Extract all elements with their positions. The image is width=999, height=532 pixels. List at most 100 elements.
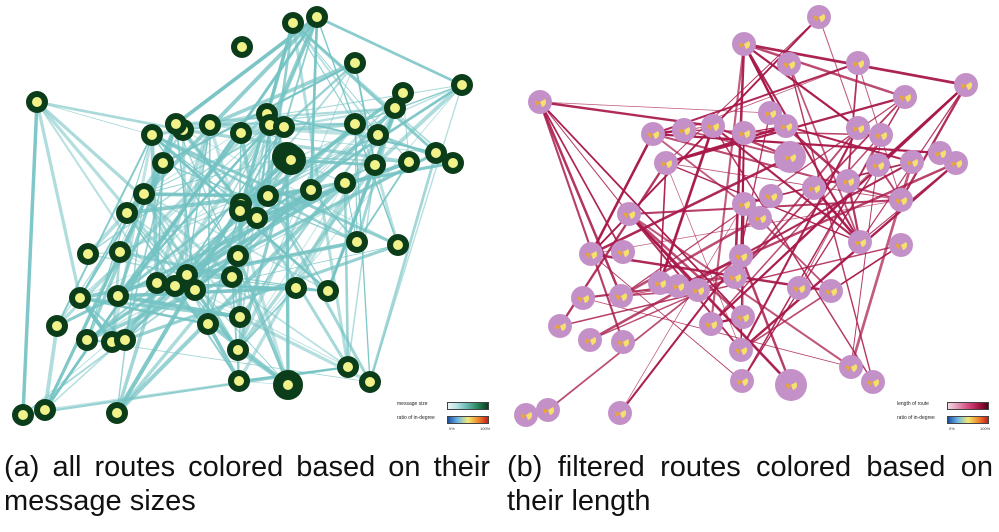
- route-edge: [256, 84, 463, 219]
- route-edge: [712, 125, 861, 243]
- router-node: [451, 74, 473, 96]
- route-edge: [316, 15, 463, 87]
- legend-b-length-gradient: [947, 402, 989, 410]
- router-node: [230, 122, 252, 144]
- router-node: [732, 192, 756, 216]
- legend-b-ratio-gradient: [947, 416, 989, 424]
- router-node: [152, 152, 174, 174]
- router-node: [528, 90, 552, 114]
- route-edge: [665, 124, 787, 165]
- router-node: [848, 230, 872, 254]
- route-edge: [743, 42, 906, 99]
- router-node: [46, 315, 68, 337]
- router-node: [398, 151, 420, 173]
- route-edge: [86, 339, 371, 383]
- caption-a: (a) all routes colored based on their me…: [4, 451, 490, 517]
- route-edge: [743, 43, 859, 129]
- router-node: [731, 305, 755, 329]
- router-node: [608, 401, 632, 425]
- legend-b: length of route ratio of in-degree 0% 10…: [897, 400, 991, 436]
- route-edge: [373, 164, 400, 246]
- router-node: [334, 172, 356, 194]
- route-edge: [665, 162, 742, 351]
- route-edge: [292, 22, 356, 125]
- route-edge: [237, 182, 346, 351]
- router-node: [514, 403, 538, 427]
- router-node: [611, 330, 635, 354]
- route-edge: [79, 164, 376, 299]
- router-node: [227, 339, 249, 361]
- route-edge: [43, 325, 59, 411]
- route-edge: [652, 132, 902, 202]
- route-edge: [589, 133, 655, 255]
- router-node: [723, 265, 747, 289]
- router-node: [861, 370, 885, 394]
- router-node: [76, 329, 98, 351]
- route-edge: [44, 217, 258, 411]
- router-node: [184, 279, 206, 301]
- route-edge: [710, 84, 967, 325]
- router-node: [442, 152, 464, 174]
- router-node: [758, 101, 782, 125]
- router-node: [777, 52, 801, 76]
- router-node: [866, 153, 890, 177]
- route-edge: [126, 212, 240, 382]
- router-node: [774, 114, 798, 138]
- route-edge: [290, 84, 463, 161]
- route-edge: [240, 126, 285, 205]
- route-edge: [237, 84, 463, 351]
- route-edge: [143, 156, 288, 195]
- router-node: [611, 240, 635, 264]
- legend-a-ratio-gradient: [447, 416, 489, 424]
- router-node: [257, 185, 279, 207]
- router-node: [839, 355, 863, 379]
- router-node: [536, 398, 560, 422]
- router-node: [199, 114, 221, 136]
- router-node: [346, 231, 368, 253]
- router-node: [802, 176, 826, 200]
- route-edge: [115, 202, 243, 415]
- router-node: [759, 184, 783, 208]
- router-node: [641, 122, 665, 146]
- router-node: [944, 151, 968, 175]
- router-node: [69, 287, 91, 309]
- route-edge: [734, 127, 859, 278]
- legend-b-tick-max: 100%: [980, 426, 991, 431]
- router-node: [748, 206, 772, 230]
- router-node: [846, 116, 870, 140]
- router-node: [732, 121, 756, 145]
- route-edge: [590, 155, 791, 256]
- router-node: [787, 276, 811, 300]
- route-edge: [35, 100, 197, 292]
- route-edge: [237, 62, 356, 351]
- route-edge: [110, 122, 357, 344]
- router-node: [12, 404, 34, 426]
- route-edge: [683, 129, 791, 158]
- route-edge: [369, 84, 463, 383]
- router-node: [317, 280, 339, 302]
- router-node: [774, 141, 806, 173]
- router-node: [836, 169, 860, 193]
- route-edge: [740, 127, 859, 351]
- legend-b-tick-min: 0%: [949, 426, 955, 431]
- route-edge: [740, 161, 913, 257]
- route-edge: [240, 132, 437, 154]
- router-node: [26, 91, 48, 113]
- route-edge: [354, 84, 463, 125]
- legend-a-row-ratio: ratio of in-degree 0% 100%: [397, 414, 490, 431]
- router-node: [425, 142, 447, 164]
- router-node: [141, 124, 163, 146]
- route-edge: [818, 16, 859, 129]
- router-node: [337, 356, 359, 378]
- route-edge: [174, 151, 437, 288]
- router-node: [344, 113, 366, 135]
- route-edge: [266, 124, 272, 197]
- route-edge: [665, 162, 902, 201]
- router-node: [686, 278, 710, 302]
- route-edge: [239, 132, 259, 219]
- router-node: [229, 306, 251, 328]
- legend-a: message size ratio of in-degree 0% 100%: [397, 400, 490, 436]
- router-node: [889, 188, 913, 212]
- router-node: [306, 6, 328, 28]
- router-node: [367, 124, 389, 146]
